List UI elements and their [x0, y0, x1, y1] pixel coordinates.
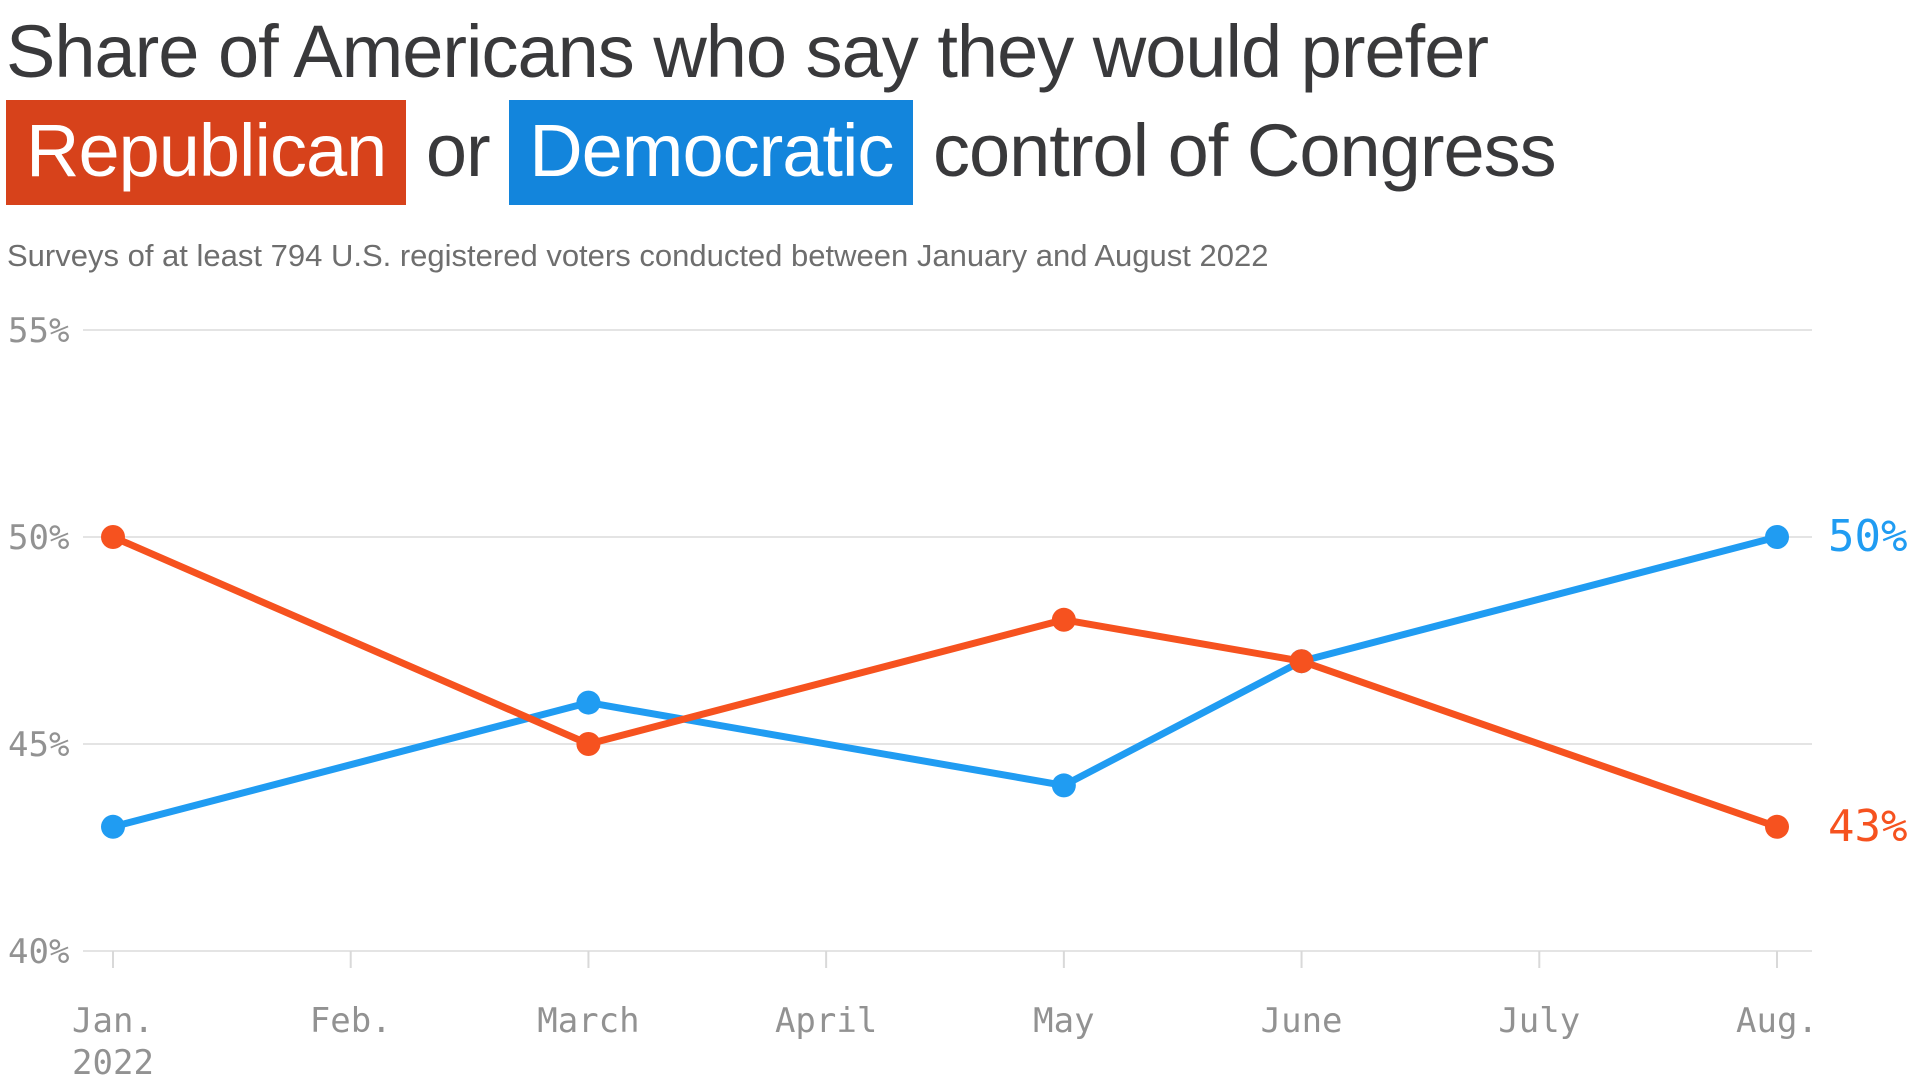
series-end-label-democratic: 50%	[1828, 511, 1907, 562]
y-axis-label-50: 50%	[8, 518, 69, 558]
x-axis-sublabel: 2022	[72, 1043, 154, 1080]
x-axis-label: April	[775, 1001, 877, 1041]
y-axis-label-40: 40%	[8, 932, 69, 972]
y-axis-label-45: 45%	[8, 725, 69, 765]
title-or-text: or	[425, 109, 491, 192]
x-axis-label: June	[1261, 1001, 1343, 1041]
data-point-republican	[576, 732, 601, 756]
chart-subtitle: Surveys of at least 794 U.S. registered …	[7, 238, 1269, 273]
x-axis-label: March	[537, 1001, 639, 1041]
x-axis-label: Jan.	[72, 1001, 154, 1041]
title-line-1: Share of Americans who say they would pr…	[6, 10, 1489, 93]
x-axis-label: Aug.	[1736, 1001, 1818, 1041]
series-line-democratic	[109, 533, 1781, 831]
x-axis-label: May	[1033, 1001, 1094, 1041]
data-point-republican	[1765, 814, 1789, 839]
data-point-democratic	[1051, 773, 1076, 798]
data-point-democratic	[576, 690, 601, 715]
democratic-highlight: Democratic	[509, 100, 914, 205]
title-suffix: control of Congress	[932, 109, 1557, 192]
data-point-republican	[101, 525, 125, 549]
data-point-democratic	[101, 814, 125, 839]
republican-highlight: Republican	[6, 100, 407, 205]
data-point-republican	[1051, 607, 1076, 632]
x-axis-label: July	[1498, 1001, 1580, 1041]
series-end-label-republican: 43%	[1828, 801, 1907, 852]
chart-title: Share of Americans who say they would pr…	[6, 2, 1557, 205]
data-point-republican	[1289, 649, 1314, 674]
y-axis-label-55: 55%	[8, 311, 69, 351]
series-line-republican	[109, 533, 1781, 831]
x-axis-label: Feb.	[310, 1001, 392, 1041]
data-point-democratic	[1765, 525, 1789, 549]
